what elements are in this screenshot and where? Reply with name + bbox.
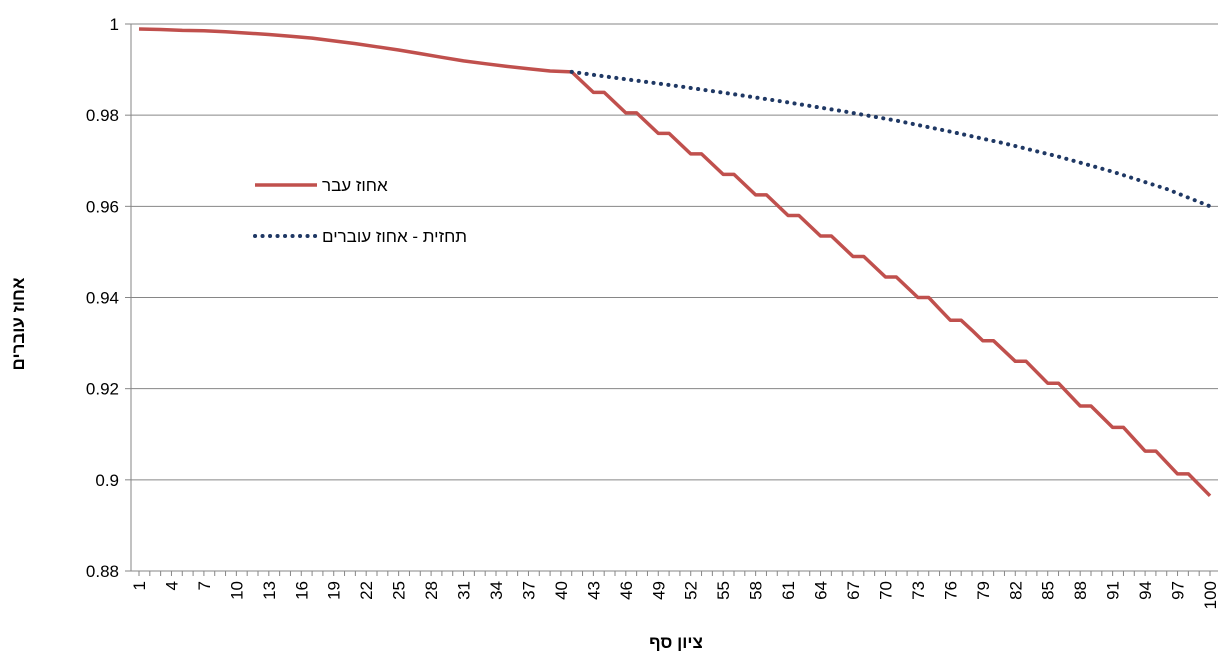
x-tick-label: 4 — [162, 581, 181, 590]
x-tick-label: 22 — [357, 581, 376, 600]
x-tick-label: 40 — [552, 581, 571, 600]
x-tick-label: 79 — [974, 581, 993, 600]
x-tick-label: 13 — [260, 581, 279, 600]
x-tick-label: 28 — [422, 581, 441, 600]
y-axis-title: אחוז עוברים — [9, 277, 28, 370]
y-tick-label: 1 — [110, 15, 119, 34]
x-tick-label: 67 — [844, 581, 863, 600]
x-tick-label: 88 — [1071, 581, 1090, 600]
series-line — [139, 29, 1210, 496]
x-tick-label: 19 — [325, 581, 344, 600]
x-tick-label: 43 — [584, 581, 603, 600]
x-tick-label: 58 — [747, 581, 766, 600]
legend-label: תחזית - אחוז עוברים — [322, 227, 467, 246]
y-tick-label: 0.92 — [86, 380, 119, 399]
y-tick-label: 0.88 — [86, 562, 119, 581]
x-tick-label: 76 — [941, 581, 960, 600]
x-tick-label: 91 — [1104, 581, 1123, 600]
x-tick-label: 25 — [390, 581, 409, 600]
series-lines — [139, 29, 1210, 496]
legend-label: אחוז עבר — [322, 176, 388, 195]
x-tick-label: 16 — [292, 581, 311, 600]
y-tick-label: 0.9 — [95, 471, 119, 490]
x-tick-label: 61 — [779, 581, 798, 600]
x-tick-label: 82 — [1006, 581, 1025, 600]
x-tick-label: 52 — [682, 581, 701, 600]
x-tick-label: 31 — [455, 581, 474, 600]
x-tick-label: 94 — [1136, 581, 1155, 600]
x-tick-label: 46 — [617, 581, 636, 600]
x-tick-label: 55 — [714, 581, 733, 600]
y-tick-label: 0.94 — [86, 289, 119, 308]
x-tick-label: 97 — [1169, 581, 1188, 600]
legend: אחוז עבר תחזית - אחוז עוברים — [255, 176, 467, 246]
x-tick-label: 100 — [1201, 581, 1220, 609]
x-tick-label: 10 — [227, 581, 246, 600]
y-tick-label: 0.98 — [86, 106, 119, 125]
x-tick-label: 7 — [195, 581, 214, 590]
series-line — [572, 72, 1210, 206]
x-tick-label: 1 — [130, 581, 149, 590]
x-axis-title: ציון סף — [649, 633, 703, 652]
x-tick-label: 49 — [649, 581, 668, 600]
gridlines — [131, 24, 1218, 480]
x-tick-label: 73 — [909, 581, 928, 600]
axes: 0.88 0.9 0.92 0.94 0.96 0.98 1 1 4 7 10 13 16 19 22 25 2… — [86, 15, 1220, 609]
x-tick-label: 37 — [519, 581, 538, 600]
x-tick-label: 34 — [487, 581, 506, 600]
y-tick-label: 0.96 — [86, 197, 119, 216]
x-tick-label: 70 — [876, 581, 895, 600]
x-tick-label: 64 — [812, 581, 831, 600]
x-tick-label: 85 — [1039, 581, 1058, 600]
